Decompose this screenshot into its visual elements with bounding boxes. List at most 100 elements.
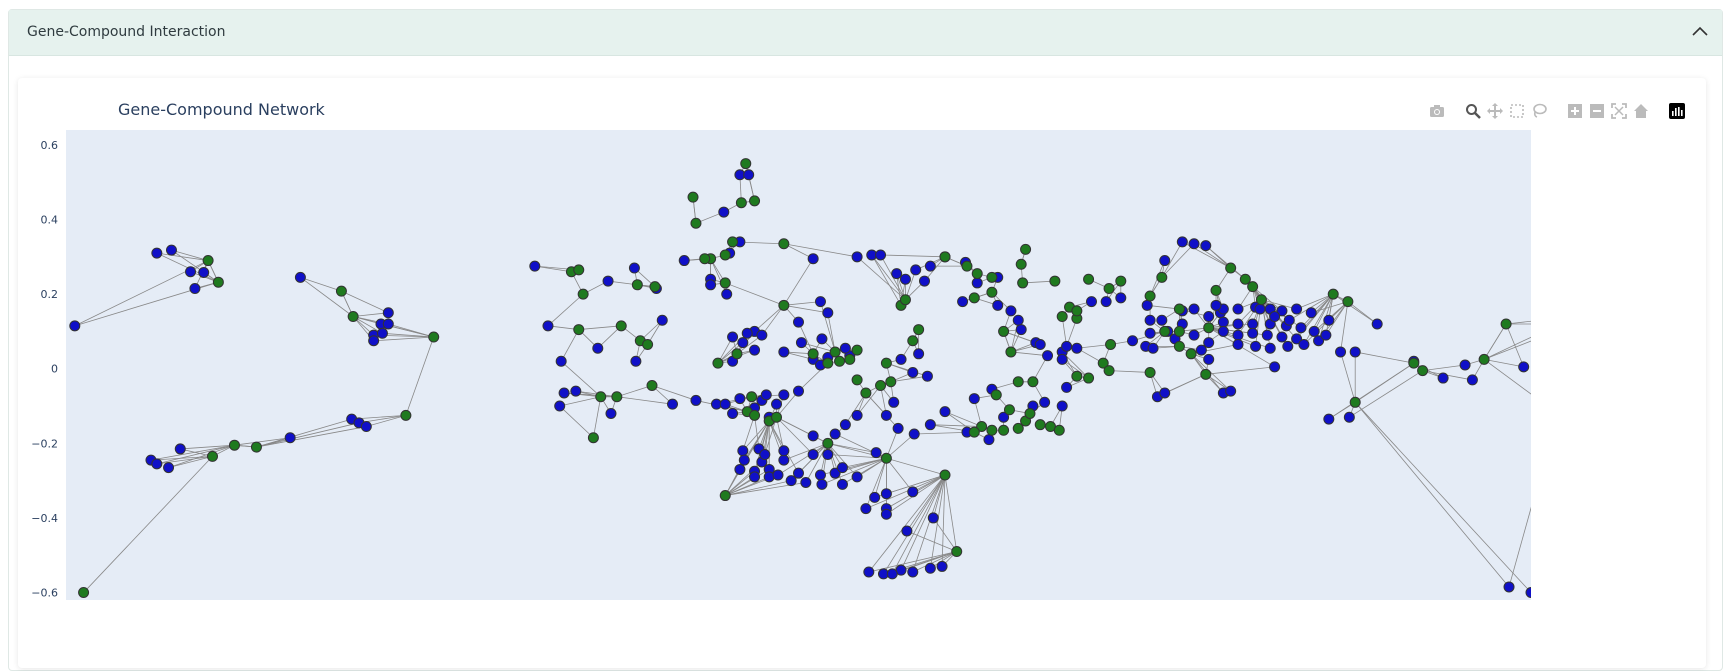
gene-node [1570, 319, 1580, 329]
gene-node [957, 296, 969, 308]
edge [906, 474, 946, 532]
camera-icon[interactable] [1428, 102, 1446, 120]
gene-node [185, 266, 197, 278]
edge [886, 457, 946, 476]
edge [871, 254, 902, 306]
edge [725, 480, 792, 496]
gene-node [807, 430, 819, 442]
gene-node [927, 512, 939, 524]
network-plot[interactable]: 0.6 0.4 0.2 0 −0.2 −0.4 −0.6 [18, 78, 1706, 668]
gene-node [198, 266, 210, 278]
compound-node [1003, 404, 1015, 416]
gene-node [727, 331, 739, 343]
compound-node [587, 432, 599, 444]
edge [1325, 301, 1349, 336]
edge [1164, 373, 1206, 394]
gene-node [971, 277, 983, 289]
network-layer [69, 158, 1580, 599]
gene-node [1188, 303, 1200, 315]
compound-node [851, 344, 863, 356]
compound-node [1049, 275, 1061, 287]
compound-node [880, 452, 892, 464]
chevron-up-icon[interactable] [1690, 22, 1710, 42]
gene-node [895, 353, 907, 365]
gene-node [1217, 325, 1229, 337]
compound-node [228, 439, 240, 451]
compound-node [719, 490, 731, 502]
gene-node [1188, 238, 1200, 250]
zoom-out-icon[interactable] [1588, 102, 1606, 120]
gene-node [778, 346, 790, 358]
gene-node [1086, 296, 1097, 308]
gene-node [793, 467, 804, 479]
zoom-in-icon[interactable] [1566, 102, 1584, 120]
box-select-icon[interactable] [1508, 102, 1526, 120]
gene-node [592, 342, 604, 354]
gene-node [756, 329, 768, 341]
gene-node [1459, 359, 1471, 371]
compound-node [851, 374, 863, 386]
compound-node [1097, 357, 1109, 369]
gene-node [998, 411, 1010, 423]
edge [912, 474, 946, 573]
gene-node [1570, 312, 1580, 322]
compound-node [778, 299, 790, 311]
compound-node [961, 260, 973, 272]
zoom-icon[interactable] [1464, 102, 1482, 120]
edge [83, 456, 213, 593]
reset-axes-icon[interactable] [1632, 102, 1650, 120]
compound-node [712, 357, 724, 369]
gene-node [863, 566, 875, 578]
gene-node [1147, 342, 1159, 354]
gene-node [1042, 350, 1054, 362]
edge [801, 342, 836, 353]
compound-node [631, 279, 643, 291]
edge [1484, 359, 1524, 368]
gene-node [907, 486, 919, 498]
compound-node [642, 338, 654, 350]
compound-node [577, 288, 589, 300]
compound-node [1327, 288, 1339, 300]
y-tick-label: 0.4 [41, 214, 59, 227]
gene-node [814, 296, 826, 308]
edge [1161, 243, 1195, 278]
gene-node [759, 449, 771, 461]
edge [1076, 344, 1111, 349]
compound-node [1349, 396, 1361, 408]
lasso-icon[interactable] [1530, 102, 1548, 120]
plotly-logo-icon[interactable] [1668, 102, 1686, 120]
gene-node [1518, 361, 1530, 373]
gene-node [1188, 329, 1200, 341]
gene-node [899, 273, 911, 285]
compound-node [1239, 273, 1251, 285]
compound-node [749, 195, 761, 207]
chart-title: Gene-Compound Network [118, 100, 325, 119]
gene-node [1525, 587, 1531, 599]
edge [930, 424, 982, 427]
y-tick-label: 0 [51, 363, 58, 376]
gene-node [1144, 314, 1156, 326]
compound-node [595, 391, 607, 403]
gene-node [880, 409, 892, 421]
compound-node [1017, 277, 1029, 289]
compound-node [719, 277, 731, 289]
autoscale-icon[interactable] [1610, 102, 1628, 120]
gene-node [1276, 331, 1288, 343]
gene-node [1254, 303, 1266, 315]
gene-node [382, 307, 394, 319]
edge [906, 530, 957, 552]
gene-node [800, 477, 812, 488]
pan-icon[interactable] [1486, 102, 1504, 120]
compound-node [649, 281, 661, 293]
y-tick-label: −0.4 [31, 512, 58, 525]
gene-node [793, 385, 804, 397]
gene-node [741, 327, 753, 339]
panel-header[interactable]: Gene-Compound Interaction [9, 10, 1722, 56]
gene-node [1305, 307, 1317, 319]
compound-node [771, 411, 783, 423]
gene-node [924, 419, 936, 431]
panel-title: Gene-Compound Interaction [27, 24, 226, 40]
gene-node [772, 469, 784, 481]
edge [1340, 351, 1356, 403]
compound-node [749, 409, 761, 421]
